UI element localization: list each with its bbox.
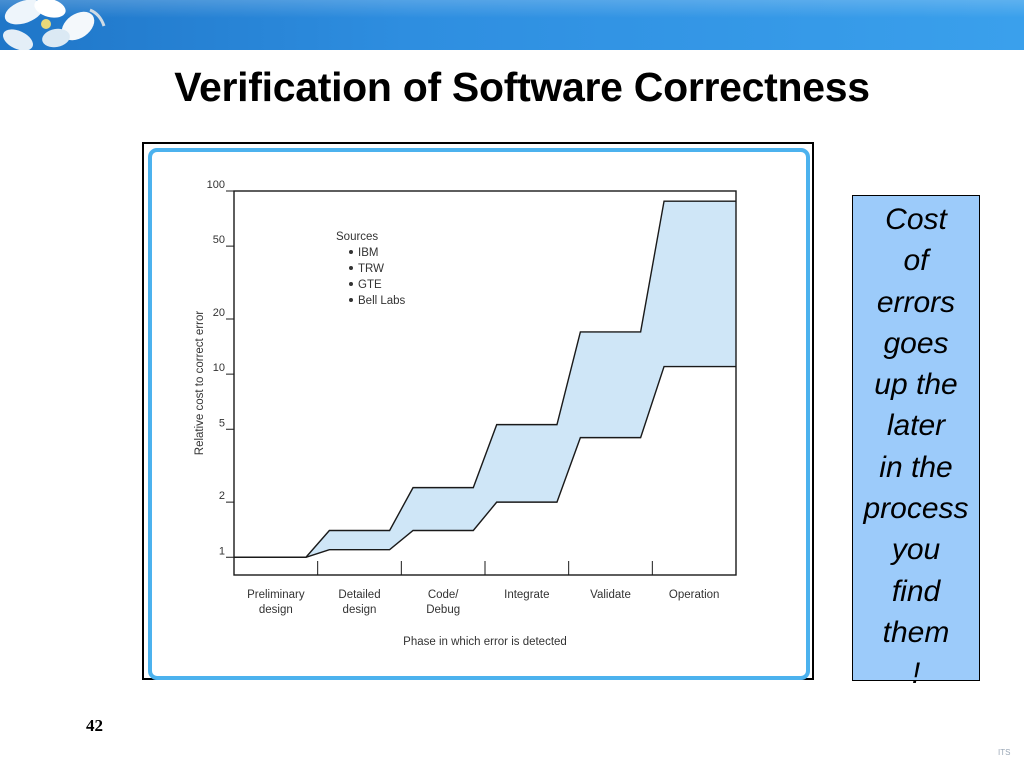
x-tick-label: Detailed [338,589,380,601]
cost-range-band [234,201,736,558]
chart: 1 2 5 10 20 50 100 Preliminary design Detailed des… [194,179,737,648]
callout-line: ! [911,657,921,691]
header-band [0,0,1024,50]
callout-line: up the [874,368,958,402]
figure-inner-border: 1 2 5 10 20 50 100 Preliminary design Detailed des… [148,148,810,680]
y-tick-label: 1 [219,545,225,557]
chart-axes-layer: 1 2 5 10 20 50 100 Preliminary design Detailed des… [194,179,737,648]
callout-line: you [891,533,941,567]
x-axis-title: Phase in which error is detected [403,636,567,648]
legend-bullet-icon [349,250,353,254]
series-line-high [234,200,736,558]
y-tick-label: 5 [219,417,225,429]
callout-line: Cost [885,203,947,236]
legend-item: Bell Labs [358,295,406,307]
callout-line: errors [876,285,956,319]
legend-item: GTE [358,279,382,291]
x-tick-label: Code/ [428,589,459,601]
callout-line: of [903,244,929,278]
y-tick-label: 20 [213,307,225,319]
page-number: 42 [86,716,103,735]
flower-decoration-icon [3,0,106,50]
legend-bullet-icon [349,266,353,270]
callout-line: goes [883,326,949,360]
callout-text: Cost of errors goes up the later in the process… [853,199,979,695]
chart-band-layer [234,201,736,558]
x-tick-label: Preliminary [247,589,305,601]
callout-box: Cost of errors goes up the later in the process… [852,195,980,690]
x-tick-label: design [259,604,293,616]
legend-item: TRW [358,263,384,275]
header-band-shine [0,0,1024,18]
chart-line-layer [234,200,736,558]
legend-bullet-icon [349,298,353,302]
y-tick-label: 2 [219,490,225,502]
x-tick-label: design [343,604,377,616]
callout-line: process [863,492,969,526]
callout-line: later [886,409,946,443]
legend-bullet-icon [349,282,353,286]
callout-line: them [882,615,950,649]
legend-title: Sources [336,231,378,243]
chart-legend-layer: Sources IBM TRW GTE Bell Labs [336,231,406,307]
x-tick-label: Integrate [504,589,549,601]
slide-title: Verification of Software Correctness [174,64,870,110]
footer-logo: ITS [998,748,1011,757]
x-tick-label: Validate [590,589,631,601]
y-axis-title: Relative cost to correct error [194,311,206,456]
y-tick-label: 50 [213,234,225,246]
legend-item: IBM [358,247,378,259]
series-line-low [234,365,736,558]
x-tick-label: Operation [669,589,720,601]
x-tick-label: Debug [426,604,460,616]
figure-frame: 1 2 5 10 20 50 100 Preliminary design Detailed des… [142,142,814,680]
callout-line: find [891,574,941,608]
callout-line: in the [879,450,953,484]
y-tick-label: 10 [213,362,225,374]
y-tick-label: 100 [207,179,225,191]
